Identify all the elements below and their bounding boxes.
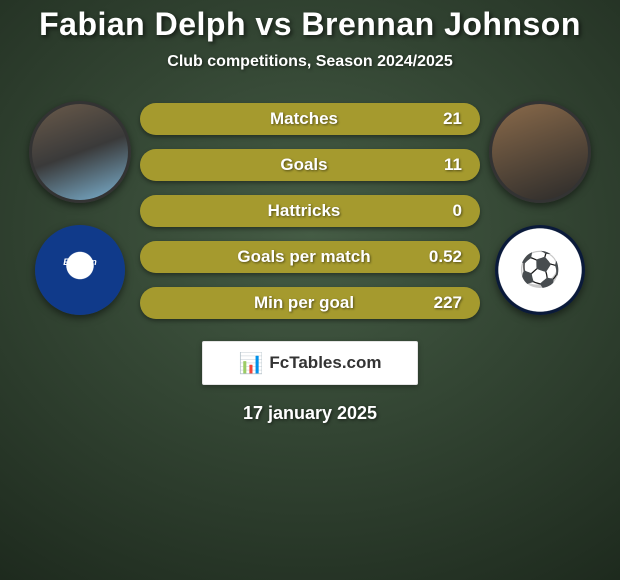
stat-bar-goals-per-match: Goals per match 0.52 — [140, 241, 480, 273]
stat-value: 21 — [422, 109, 462, 129]
stat-bar-matches: Matches 21 — [140, 103, 480, 135]
stat-label: Goals per match — [237, 247, 370, 267]
player-avatar-left — [29, 101, 131, 203]
stat-value: 11 — [422, 155, 462, 175]
watermark-text: FcTables.com — [269, 353, 381, 373]
player-avatar-right — [489, 101, 591, 203]
stat-bar-min-per-goal: Min per goal 227 — [140, 287, 480, 319]
stat-bars: Matches 21 Goals 11 Hattricks 0 Goals pe… — [140, 99, 480, 319]
club-crest-tottenham — [495, 225, 585, 315]
stat-label: Hattricks — [268, 201, 341, 221]
right-player-column — [480, 99, 600, 315]
page-title: Fabian Delph vs Brennan Johnson — [39, 6, 581, 43]
club-crest-everton — [35, 225, 125, 315]
stat-value: 0 — [422, 201, 462, 221]
subtitle: Club competitions, Season 2024/2025 — [167, 53, 452, 71]
stat-label: Min per goal — [254, 293, 354, 313]
comparison-area: Matches 21 Goals 11 Hattricks 0 Goals pe… — [0, 99, 620, 319]
chart-icon: 📊 — [238, 351, 263, 376]
stat-label: Goals — [280, 155, 327, 175]
stat-bar-hattricks: Hattricks 0 — [140, 195, 480, 227]
stat-bar-goals: Goals 11 — [140, 149, 480, 181]
stat-label: Matches — [270, 109, 338, 129]
watermark: 📊 FcTables.com — [202, 341, 418, 385]
stat-value: 0.52 — [422, 247, 462, 267]
left-player-column — [20, 99, 140, 315]
stat-value: 227 — [422, 293, 462, 313]
date: 17 january 2025 — [243, 403, 377, 424]
